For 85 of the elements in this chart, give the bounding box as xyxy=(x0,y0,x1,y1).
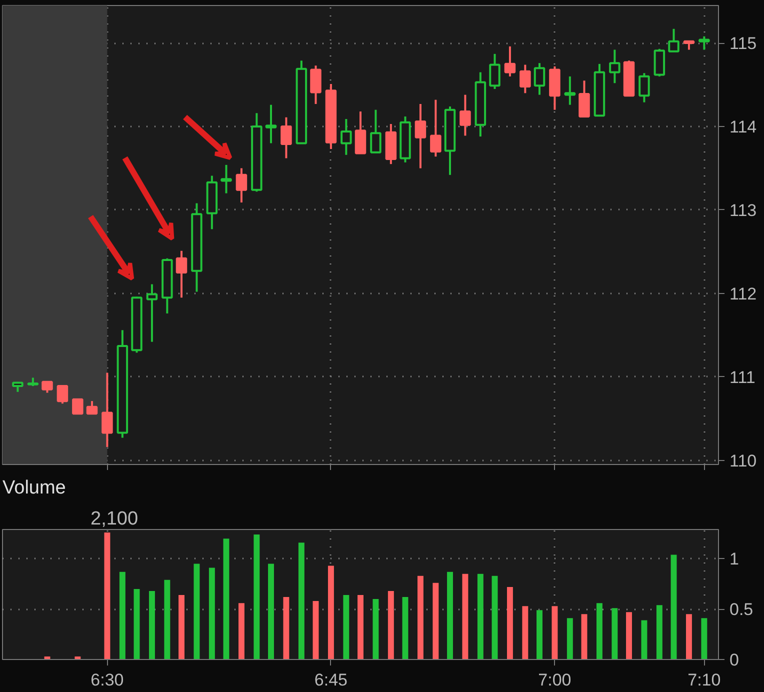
bar xyxy=(254,534,260,660)
y-tick-label: 113 xyxy=(730,200,757,220)
bar xyxy=(506,586,513,660)
candlestick xyxy=(12,380,24,393)
chart-title: Volume xyxy=(2,478,66,498)
bar xyxy=(328,566,334,660)
bar xyxy=(522,606,528,660)
candlestick xyxy=(102,372,113,448)
bar xyxy=(492,576,498,660)
y-tick-label: 112 xyxy=(730,284,757,304)
bar xyxy=(194,564,200,660)
candlestick xyxy=(310,64,322,105)
bar xyxy=(612,608,618,660)
y-tick-label: 0.5 xyxy=(730,600,754,620)
candlestick xyxy=(265,104,277,144)
bar xyxy=(701,618,708,660)
candlestick xyxy=(460,94,471,137)
bar xyxy=(552,606,558,660)
bar xyxy=(268,564,274,660)
candlestick xyxy=(489,52,500,90)
candlestick xyxy=(370,108,382,154)
candlestick xyxy=(430,98,442,158)
bar xyxy=(208,568,215,660)
bar xyxy=(238,603,244,660)
bar xyxy=(312,601,319,660)
candlestick xyxy=(220,164,232,194)
candlestick xyxy=(280,116,292,160)
y-tick-label: 111 xyxy=(730,368,756,387)
bar xyxy=(417,576,424,660)
candlestick xyxy=(42,380,53,394)
bar xyxy=(119,572,126,660)
y-tick-label: 1 xyxy=(730,550,739,569)
candlestick xyxy=(340,118,352,156)
candlestick xyxy=(609,48,620,84)
candlestick xyxy=(354,110,366,154)
bar xyxy=(283,597,290,660)
bar xyxy=(223,538,230,660)
y-tick-label: 114 xyxy=(730,118,757,137)
bar xyxy=(343,595,350,660)
bar xyxy=(148,590,155,660)
x-tick-label: 6:45 xyxy=(314,670,348,690)
candlestick xyxy=(176,250,188,299)
candlestick xyxy=(236,167,248,204)
bar xyxy=(641,620,648,660)
y-tick-label: 110 xyxy=(730,451,757,470)
y-tick-label: 0 xyxy=(730,650,739,670)
x-tick-label: 7:00 xyxy=(538,670,572,690)
candlestick xyxy=(564,75,576,106)
bar xyxy=(358,595,364,660)
candlestick xyxy=(72,398,84,415)
candlestick xyxy=(698,35,710,51)
bar xyxy=(596,603,602,660)
bar xyxy=(536,610,542,660)
bar xyxy=(462,574,468,660)
bar xyxy=(298,542,304,660)
candlestick xyxy=(56,385,68,405)
candlestick xyxy=(668,28,680,52)
candlestick xyxy=(578,80,590,118)
candlestick xyxy=(86,400,98,415)
bar xyxy=(686,614,692,660)
candlestick xyxy=(146,283,158,343)
bar xyxy=(388,590,394,660)
candlestick xyxy=(504,45,516,78)
candlestick xyxy=(414,102,426,170)
candlestick xyxy=(534,62,546,96)
bar xyxy=(134,588,140,660)
bar xyxy=(447,572,453,660)
bar xyxy=(402,597,408,660)
bar xyxy=(670,554,677,660)
y-tick-label: 115 xyxy=(730,34,757,54)
bar xyxy=(566,618,573,660)
bar xyxy=(656,605,662,660)
x-tick-label: 7:10 xyxy=(688,670,721,690)
bar xyxy=(581,614,588,660)
bar xyxy=(477,574,484,660)
bar xyxy=(432,582,439,660)
candlestick xyxy=(638,72,650,104)
bar xyxy=(178,595,184,660)
candlestick xyxy=(520,64,531,94)
bar xyxy=(164,580,170,660)
bar xyxy=(104,532,110,660)
bar xyxy=(626,612,632,660)
annotation: 2,100 xyxy=(90,508,138,530)
x-tick-label: 6:30 xyxy=(90,670,124,690)
bar xyxy=(372,599,379,660)
